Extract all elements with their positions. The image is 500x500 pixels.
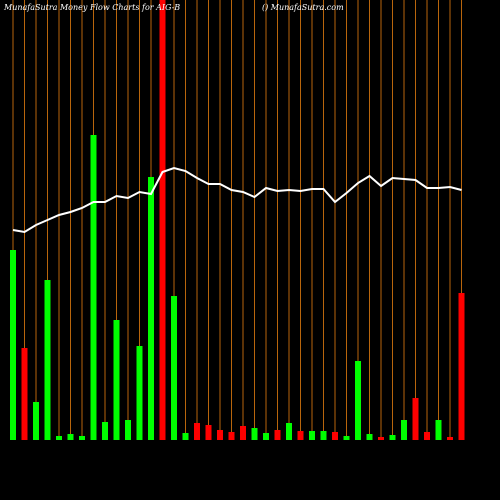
bar xyxy=(286,423,292,440)
bar xyxy=(44,280,51,440)
bar xyxy=(217,430,223,440)
bar xyxy=(171,296,177,440)
bar xyxy=(424,432,430,440)
bar xyxy=(79,436,85,440)
bar xyxy=(125,420,131,440)
bar xyxy=(401,420,407,440)
bar xyxy=(67,434,74,440)
bar xyxy=(33,402,39,440)
bar xyxy=(205,425,212,440)
chart-title: MunafaSutra Money Flow Charts for AIG-B xyxy=(3,3,180,12)
bar xyxy=(10,250,16,440)
bar xyxy=(355,361,361,440)
bar xyxy=(228,432,235,440)
bar xyxy=(343,436,350,440)
bar xyxy=(378,437,384,440)
bar xyxy=(240,426,246,440)
bar xyxy=(182,433,189,440)
bar xyxy=(274,430,281,440)
bar xyxy=(389,435,396,440)
bar xyxy=(136,346,143,440)
lines xyxy=(12,166,462,234)
bar xyxy=(194,423,200,440)
bar xyxy=(21,348,28,440)
bar xyxy=(251,428,258,440)
flow-line xyxy=(12,166,462,234)
bar xyxy=(435,420,442,440)
bar xyxy=(309,431,315,440)
bar xyxy=(297,431,304,440)
bar xyxy=(412,398,419,440)
bar xyxy=(102,422,108,440)
bar xyxy=(148,177,154,440)
bar xyxy=(113,320,120,440)
bar xyxy=(90,135,97,440)
bar xyxy=(56,436,62,440)
bar xyxy=(332,432,338,440)
bar xyxy=(159,0,166,440)
chart-subtitle: () MunafaSutra.com xyxy=(262,3,344,12)
bar xyxy=(458,293,465,440)
bar xyxy=(366,434,373,440)
bars xyxy=(10,0,465,440)
bar xyxy=(447,437,453,440)
bar xyxy=(320,431,327,440)
bar xyxy=(263,433,269,440)
